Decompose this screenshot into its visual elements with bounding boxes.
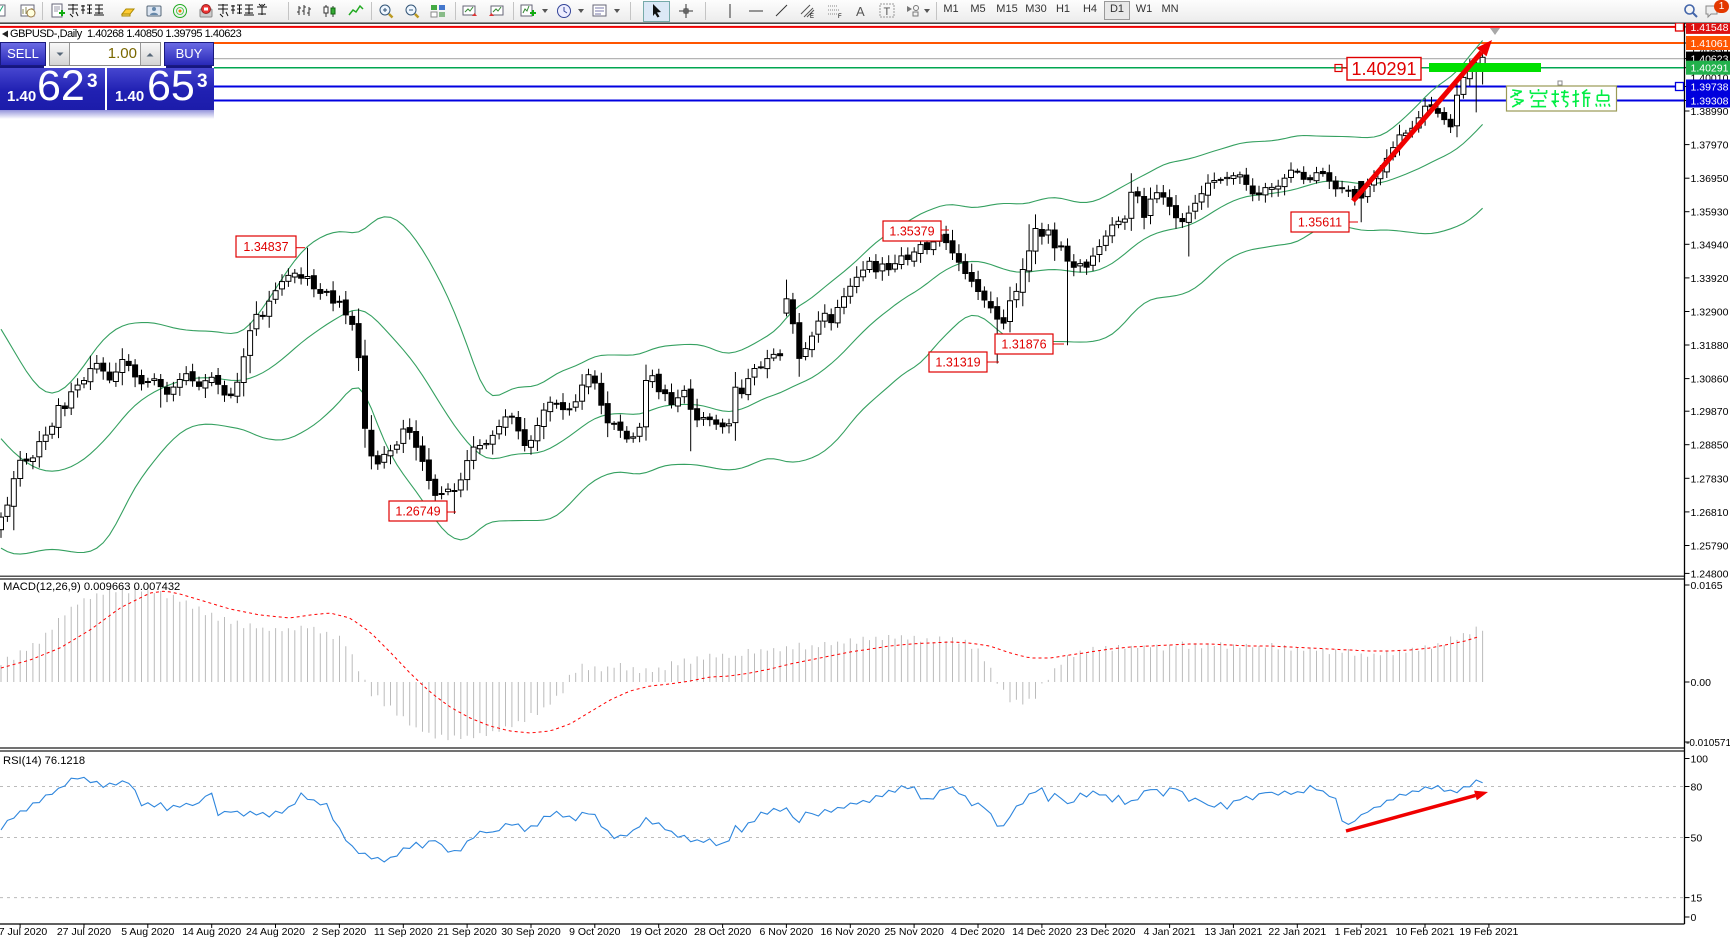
svg-text:4 Jan 2021: 4 Jan 2021 [1144, 926, 1196, 938]
svg-text:9 Oct 2020: 9 Oct 2020 [569, 926, 621, 938]
svg-text:80: 80 [1691, 782, 1703, 794]
svg-text:50: 50 [1691, 833, 1703, 845]
svg-text:1.30860: 1.30860 [1691, 374, 1729, 386]
svg-text:1.25790: 1.25790 [1691, 541, 1729, 553]
svg-text:T: T [884, 6, 891, 18]
svg-text:0: 0 [1691, 912, 1697, 924]
svg-text:1.38990: 1.38990 [1691, 106, 1729, 118]
svg-text:GBPUSD-,Daily 1.40268 1.40850: GBPUSD-,Daily 1.40268 1.40850 1.39795 1.… [10, 28, 242, 40]
svg-text:24 Aug 2020: 24 Aug 2020 [246, 926, 305, 938]
svg-text:1.31876: 1.31876 [1001, 338, 1046, 352]
svg-text:16 Nov 2020: 16 Nov 2020 [821, 926, 881, 938]
svg-text:25 Nov 2020: 25 Nov 2020 [884, 926, 944, 938]
svg-text:6 Nov 2020: 6 Nov 2020 [760, 926, 814, 938]
svg-text:11 Sep 2020: 11 Sep 2020 [374, 926, 433, 938]
svg-text:1.32900: 1.32900 [1691, 307, 1729, 319]
svg-text:22 Jan 2021: 22 Jan 2021 [1268, 926, 1326, 938]
svg-text:5 Aug 2020: 5 Aug 2020 [121, 926, 174, 938]
svg-text:15: 15 [1691, 893, 1703, 905]
svg-text:100: 100 [1691, 754, 1709, 766]
svg-text:1.27830: 1.27830 [1691, 473, 1729, 485]
svg-text:28 Oct 2020: 28 Oct 2020 [694, 926, 751, 938]
svg-text:RSI(14) 76.1218: RSI(14) 76.1218 [3, 755, 85, 767]
svg-text:1.35611: 1.35611 [1298, 216, 1342, 230]
svg-text:1.41061: 1.41061 [1691, 38, 1729, 50]
svg-text:1.39738: 1.39738 [1691, 82, 1729, 94]
svg-text:1 Feb 2021: 1 Feb 2021 [1335, 926, 1388, 938]
svg-text:0.00: 0.00 [1691, 677, 1712, 689]
svg-text:14 Dec 2020: 14 Dec 2020 [1012, 926, 1072, 938]
svg-text:30 Sep 2020: 30 Sep 2020 [501, 926, 561, 938]
svg-text:1.28850: 1.28850 [1691, 440, 1729, 452]
svg-text:1.26810: 1.26810 [1691, 507, 1729, 519]
svg-text:1.39308: 1.39308 [1691, 96, 1729, 108]
svg-text:19 Oct 2020: 19 Oct 2020 [630, 926, 687, 938]
svg-text:A: A [856, 4, 865, 19]
svg-text:1.40291: 1.40291 [1351, 59, 1416, 79]
svg-text:1.26749: 1.26749 [395, 505, 440, 519]
svg-text:21 Sep 2020: 21 Sep 2020 [437, 926, 497, 938]
svg-text:1.34940: 1.34940 [1691, 239, 1729, 251]
svg-text:-0.010571: -0.010571 [1686, 738, 1730, 749]
svg-text:1.29870: 1.29870 [1691, 406, 1729, 418]
svg-text:13 Jan 2021: 13 Jan 2021 [1204, 926, 1262, 938]
svg-text:19 Feb 2021: 19 Feb 2021 [1459, 926, 1518, 938]
svg-text:1.34837: 1.34837 [243, 240, 288, 254]
svg-text:1.35379: 1.35379 [889, 225, 934, 239]
svg-text:1.36950: 1.36950 [1691, 173, 1729, 185]
svg-text:1.35930: 1.35930 [1691, 207, 1729, 219]
svg-text:10 Feb 2021: 10 Feb 2021 [1396, 926, 1455, 938]
svg-text:1.31880: 1.31880 [1691, 340, 1729, 352]
svg-text:1.31319: 1.31319 [935, 356, 980, 370]
svg-text:1.37970: 1.37970 [1691, 140, 1729, 152]
svg-text:F: F [838, 14, 842, 19]
svg-text:23 Dec 2020: 23 Dec 2020 [1076, 926, 1136, 938]
svg-text:14 Aug 2020: 14 Aug 2020 [182, 926, 241, 938]
svg-text:MACD(12,26,9) 0.009663 0.00743: MACD(12,26,9) 0.009663 0.007432 [3, 581, 180, 593]
svg-text:17 Jul 2020: 17 Jul 2020 [0, 926, 47, 938]
svg-text:E: E [810, 14, 814, 19]
svg-text:27 Jul 2020: 27 Jul 2020 [57, 926, 111, 938]
svg-text:1.41548: 1.41548 [1691, 22, 1729, 34]
svg-text:1.40291: 1.40291 [1691, 63, 1729, 75]
svg-text:1.33920: 1.33920 [1691, 273, 1729, 285]
svg-text:1.24800: 1.24800 [1691, 568, 1729, 580]
svg-text:0.0165: 0.0165 [1691, 580, 1723, 592]
svg-text:2 Sep 2020: 2 Sep 2020 [313, 926, 367, 938]
svg-text:4 Dec 2020: 4 Dec 2020 [951, 926, 1005, 938]
